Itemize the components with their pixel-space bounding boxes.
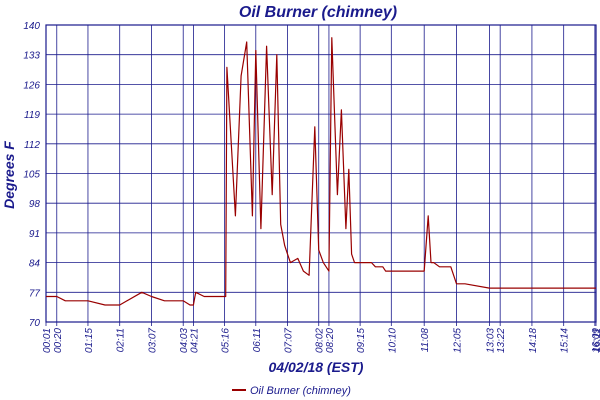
y-tick-label: 105 (23, 170, 40, 181)
x-tick-label: 13:03 (485, 328, 496, 353)
x-tick-label: 04:21 (189, 328, 200, 353)
x-tick-label: 00:01 (42, 328, 53, 353)
x-axis-ticks: 00:01 00:20 01:15 02:11 03:07 04:03 04:21 05:16… (42, 328, 600, 353)
plot-area (45, 24, 597, 326)
x-tick-label: 09:15 (356, 328, 367, 353)
y-axis-ticks: 70 77 84 91 98 105 112 119 126 133 140 (23, 21, 40, 329)
legend-label-oil-burner: Oil Burner (chimney) (250, 385, 351, 397)
x-tick-label: 14:18 (528, 328, 539, 353)
x-tick-label: 16:09 (591, 328, 600, 353)
legend: Oil Burner (chimney) (232, 385, 351, 397)
x-tick-label: 13:22 (496, 328, 507, 353)
x-axis-label: 04/02/18 (EST) (269, 359, 364, 375)
chart-title: Oil Burner (chimney) (239, 4, 397, 21)
x-tick-label: 12:05 (453, 328, 464, 353)
series-line-0 (46, 37, 596, 306)
y-tick-label: 70 (29, 318, 41, 329)
x-tick-label: 05:16 (221, 328, 232, 353)
x-tick-label: 04:03 (179, 328, 190, 353)
x-tick-label: 00:20 (53, 328, 64, 353)
x-tick-label: 08:20 (325, 328, 336, 353)
y-tick-label: 126 (23, 80, 40, 91)
x-tick-label: 06:11 (252, 328, 263, 352)
x-tick-label: 07:07 (284, 328, 295, 353)
y-tick-label: 133 (23, 51, 40, 62)
x-tick-label: 15:14 (560, 328, 571, 353)
y-tick-label: 77 (29, 288, 41, 299)
x-tick-label: 10:10 (387, 328, 398, 353)
x-tick-label: 01:15 (84, 328, 95, 353)
y-tick-label: 84 (29, 259, 41, 270)
y-tick-label: 98 (29, 199, 41, 210)
x-tick-label: 08:02 (315, 328, 326, 353)
x-tick-label: 11:08 (420, 328, 431, 353)
y-tick-label: 119 (24, 110, 40, 121)
y-tick-label: 112 (24, 140, 40, 151)
x-tick-label: 16:11 (592, 328, 600, 352)
y-axis-label: Degrees F (1, 141, 17, 209)
x-tick-label: 02:11 (116, 328, 127, 352)
x-tick-label: 03:07 (147, 328, 158, 353)
y-tick-label: 91 (29, 229, 40, 240)
y-tick-label: 140 (23, 21, 40, 32)
